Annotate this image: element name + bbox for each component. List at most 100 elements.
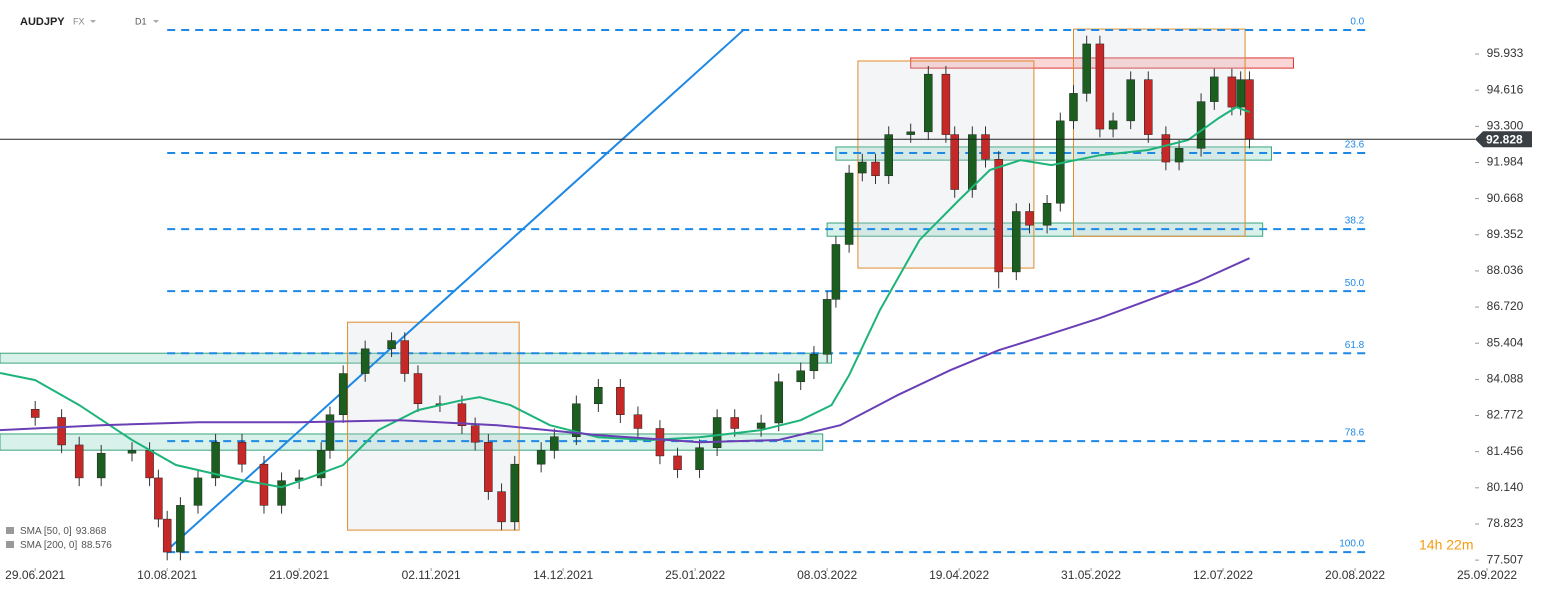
sma-line [0,257,1250,444]
candle-body [211,441,220,479]
candle-body [1236,79,1245,108]
candle-body [884,134,893,177]
interval[interactable]: D1 [135,16,147,26]
candle-body [968,134,977,190]
dropdown-icon[interactable] [153,20,159,23]
candle-body [74,444,84,479]
candle-body [1095,43,1105,130]
candle-body [325,414,335,451]
candle-body [176,505,185,553]
candle-body [1126,79,1135,122]
legend-value: 88.576 [81,540,112,551]
candle-body [1012,211,1021,273]
dropdown-icon[interactable] [90,20,96,23]
x-tick-label: 12.07.2022 [1193,568,1253,582]
candle-body [484,441,493,492]
candle-body [550,436,559,451]
candle-body [1245,79,1254,140]
x-tick-label: 25.01.2022 [665,568,725,582]
candle-body [633,414,643,429]
candle-body [994,159,1003,273]
last-price-label: 92.828 [1486,132,1523,146]
y-tick-label: 81.456 [1487,444,1524,458]
candle-body [844,172,854,245]
candle-body [57,417,66,446]
candle-body [30,408,40,418]
candle-body [360,348,370,374]
fib-label: 0.0 [1350,17,1364,28]
fib-label: 38.2 [1345,216,1365,227]
candle-body [162,518,172,553]
legend-icon [6,527,14,534]
candle-body [906,131,915,135]
sma-line [0,105,1250,489]
candle-body [387,340,396,350]
y-tick-label: 91.984 [1487,155,1524,169]
x-tick-label: 08.03.2022 [797,568,857,582]
y-tick-label: 84.088 [1487,372,1524,386]
candle-body [457,403,467,426]
y-tick-label: 77.507 [1487,552,1524,566]
legend-icon [6,541,14,548]
candle-body [510,463,519,523]
candle-body [1196,101,1206,149]
candle-body [809,354,819,372]
candle-body [1108,120,1118,130]
candle-body [924,73,933,133]
fib-label: 50.0 [1345,278,1365,289]
candle-body [1042,202,1052,226]
y-tick-label: 78.823 [1487,516,1524,530]
symbol[interactable]: AUDJPY [20,16,65,28]
candle-body [655,428,665,457]
candle-body [154,477,163,520]
zone-range [347,321,520,531]
candle-body [400,340,410,374]
y-tick-label: 90.668 [1487,191,1524,205]
candle-body [1227,76,1237,108]
candle-body [1161,134,1171,163]
candle-body [858,161,867,174]
y-tick-label: 89.352 [1487,227,1524,241]
candle-body [774,381,783,424]
y-tick-label: 85.404 [1487,335,1524,349]
candle-body [497,491,506,523]
candle-body [822,299,832,355]
candle-body [831,244,841,300]
candle-body [145,450,154,479]
candle-body [673,455,682,470]
candle-body [1174,148,1184,163]
y-tick-label: 93.300 [1487,119,1524,133]
x-tick-label: 21.09.2021 [269,568,329,582]
main-layer: 0.0 23.6 38.2 50.0 61.8 78.6 100.0 SMA [50, 0] 9… [0,17,1532,582]
last-price-box [1475,131,1532,148]
x-tick-label: 10.08.2021 [137,568,197,582]
x-tick-label: 02.11.2021 [402,568,461,582]
legend-name: SMA [50, 0] [20,526,72,537]
candle-body [572,403,581,437]
candle-body [695,447,704,470]
legend-entry: SMA [50, 0] 93.868 [20,526,107,537]
candle-body [96,452,106,479]
candle-body [470,425,480,443]
legend-value: 93.868 [76,526,107,537]
countdown: 14h 22m [1419,537,1473,553]
candle-body [616,387,625,415]
candle-body [413,373,423,405]
fib-label: 100.0 [1339,539,1364,550]
candle-body [1069,93,1078,122]
fib-label: 23.6 [1345,140,1365,151]
candle-body [1082,43,1091,94]
candle-body [1144,79,1153,135]
candle-body [950,134,959,190]
market: FX [73,16,85,26]
candle-body [756,422,766,429]
x-tick-label: 14.12.2021 [533,568,593,582]
y-tick-label: 82.772 [1487,408,1524,422]
x-tick-label: 29.06.2021 [5,568,65,582]
candle-body [277,480,286,506]
y-tick-label: 95.933 [1487,46,1524,60]
candle-body [981,134,990,160]
legend-name: SMA [200, 0] [20,540,77,551]
candle-body [1025,211,1034,226]
